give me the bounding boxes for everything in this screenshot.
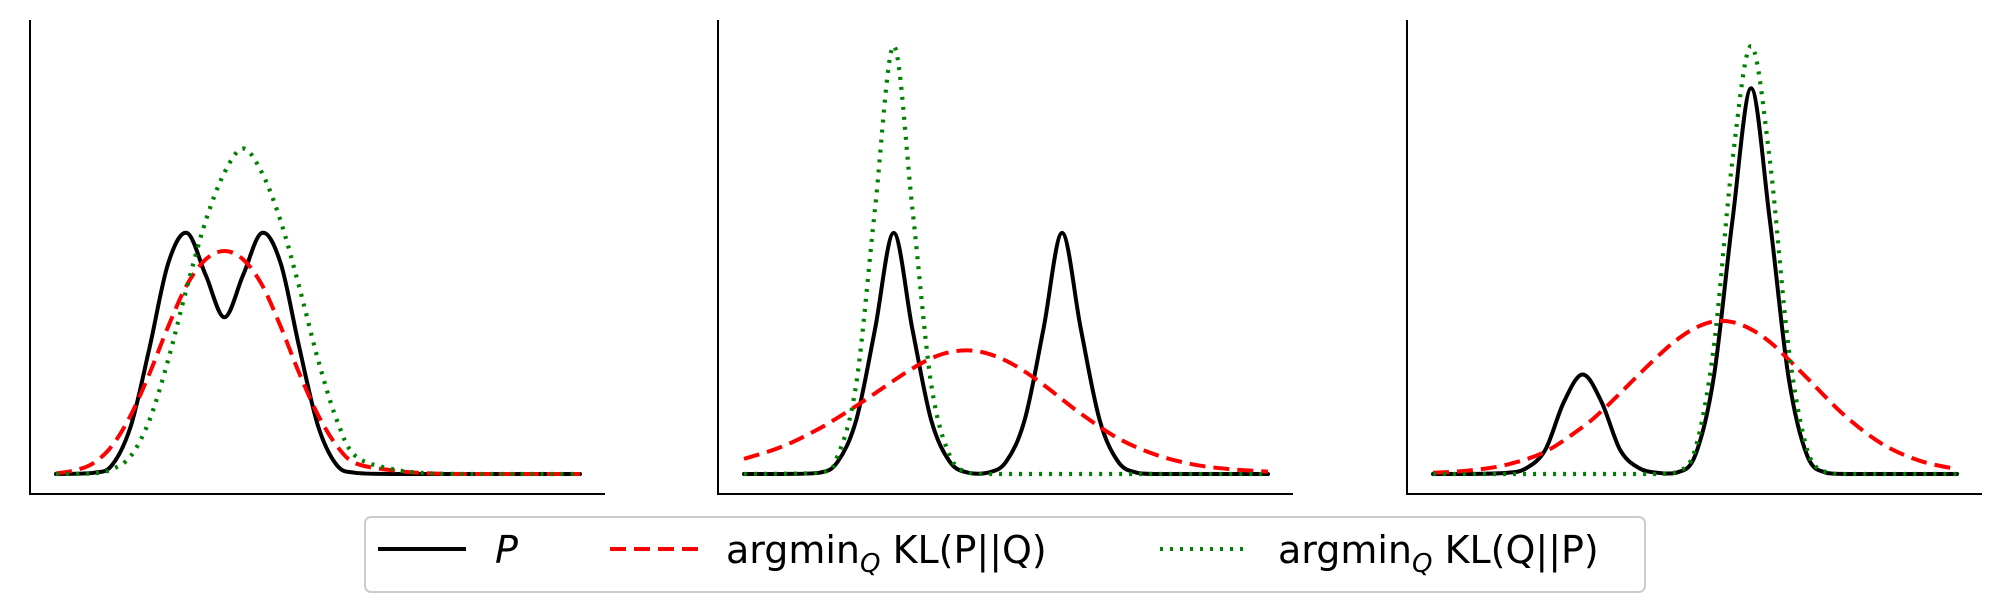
legend: P argminQ KL(P||Q) argminQ KL(Q||P)	[364, 516, 1646, 593]
series-p-line	[1431, 86, 1959, 476]
panel-3	[1406, 20, 1982, 495]
legend-label-pq: argminQ KL(P||Q)	[726, 528, 1047, 579]
legend-frame	[364, 516, 1646, 593]
legend-label-pq-sub: Q	[860, 549, 880, 579]
series-p-line	[742, 230, 1270, 476]
panel-1	[29, 20, 605, 495]
legend-label-qp: argminQ KL(Q||P)	[1278, 528, 1599, 579]
panels	[29, 20, 1982, 495]
series-p-line	[54, 230, 582, 476]
series-pq-line	[1432, 318, 1958, 475]
legend-label-qp-sub: Q	[1412, 549, 1432, 579]
panel-2	[717, 20, 1293, 495]
legend-label-qp-rest: KL(Q||P)	[1433, 528, 1599, 573]
series-pq-line	[743, 348, 1269, 474]
legend-label-pq-rest: KL(P||Q)	[881, 528, 1047, 573]
legend-label-p: P	[495, 528, 518, 572]
series-qp-line	[743, 43, 1268, 477]
legend-label-pq-main: argmin	[726, 528, 860, 572]
series-qp-line	[1433, 43, 1957, 477]
legend-label-qp-main: argmin	[1278, 528, 1412, 572]
series-qp-line	[55, 146, 580, 477]
